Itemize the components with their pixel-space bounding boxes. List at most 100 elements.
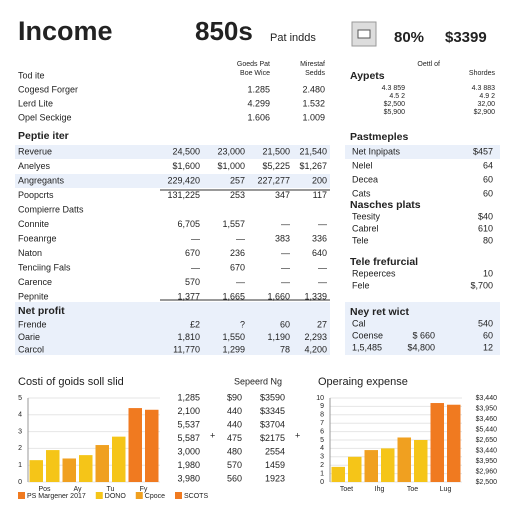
section-title: Net profit: [18, 305, 65, 317]
cell: —: [191, 233, 200, 243]
cell: Nelel: [352, 160, 373, 170]
cell: $3590: [260, 392, 285, 402]
cell: Cabrel: [352, 223, 379, 233]
cell: 1459: [265, 460, 285, 470]
cell: 2,100: [177, 406, 200, 416]
cell: 1,980: [177, 460, 200, 470]
cell: Connite: [18, 219, 49, 229]
cell: 257: [230, 175, 245, 185]
x-tick-label: Fy: [140, 486, 148, 493]
cell: 1.606: [247, 112, 270, 122]
cell: 24,500: [172, 146, 200, 156]
section-title: Aypets: [350, 70, 385, 82]
cell: 4.3 883: [472, 85, 495, 92]
y-tick-label: 0: [320, 479, 324, 486]
bar: [112, 436, 126, 482]
cell: $1,267: [299, 161, 327, 171]
cell: 1,377: [177, 291, 200, 301]
legend-label: PS Margener 2017: [27, 493, 86, 500]
cell: 64: [483, 160, 493, 170]
cell: Decea: [352, 174, 378, 184]
cell: 131,225: [167, 190, 200, 200]
cell: 1,285: [177, 392, 200, 402]
cell: 4,200: [304, 344, 327, 354]
bar: [397, 437, 411, 482]
cell: 6,705: [177, 219, 200, 229]
cell: 480: [227, 446, 242, 456]
cell: Cal: [352, 318, 366, 328]
x-tick-label: Pos: [38, 486, 51, 493]
cell: 236: [230, 248, 245, 258]
cell: 1.532: [302, 98, 325, 108]
cell: 11,770: [173, 344, 200, 354]
plus: +: [210, 430, 215, 440]
cell: $1,000: [217, 161, 245, 171]
chart-title: Costi of goids soll slid: [18, 376, 124, 388]
y-tick-label: 3: [320, 454, 324, 461]
cell: 640: [312, 248, 327, 258]
cell: 32,00: [477, 101, 495, 108]
cell: 60: [483, 188, 493, 198]
bar: [381, 448, 395, 482]
section-title: Peptie iter: [18, 130, 69, 142]
cell: 610: [478, 223, 493, 233]
cell: 253: [230, 190, 245, 200]
cell: 540: [478, 318, 493, 328]
cell: 4.9 2: [479, 93, 495, 100]
cell: 347: [275, 190, 290, 200]
cell: 383: [275, 233, 290, 243]
y-tick-label: 1: [320, 470, 324, 477]
y-tick-label: 5: [320, 437, 324, 444]
cell: 60: [483, 330, 493, 340]
section-title: Pastmeples: [350, 131, 409, 143]
amount: $3399: [445, 29, 487, 46]
bar: [331, 466, 345, 482]
cell: 200: [312, 175, 327, 185]
cell: Frende: [18, 319, 47, 329]
cell: —: [318, 219, 327, 229]
cell: Naton: [18, 248, 42, 258]
cell: Carence: [18, 277, 52, 287]
cell: Fele: [352, 280, 370, 290]
cell: 4.3 859: [382, 85, 405, 92]
table-title: Sepeerd Ng: [234, 376, 282, 386]
y-tick-label: 2: [18, 445, 22, 452]
y-tick-label: 4: [18, 412, 22, 419]
chart-title: Operaing expense: [318, 376, 408, 388]
cell: —: [236, 233, 245, 243]
y-tick-label: 2: [320, 462, 324, 469]
col-header: Shordes: [469, 70, 496, 77]
cell: Tenciing Fals: [18, 262, 71, 272]
row-band: [15, 174, 330, 188]
col-header: Boe Wice: [240, 70, 270, 77]
row-band: [15, 145, 330, 159]
cell: 2.480: [302, 84, 325, 94]
cell: ?: [240, 319, 245, 329]
cell: $ 660: [412, 330, 435, 340]
cell: $2,900: [474, 109, 496, 116]
section-title: Ney ret wict: [350, 306, 409, 318]
cell: $2,500: [384, 101, 406, 108]
bar: [430, 403, 444, 482]
cell: 475: [227, 433, 242, 443]
y-tick-label: 7: [320, 420, 324, 427]
cell: $90: [227, 392, 242, 402]
figure: 850s: [195, 16, 253, 46]
side-label: $3,950: [476, 405, 498, 412]
y-tick-label: 4: [320, 445, 324, 452]
col-header: Mirestaf: [300, 61, 325, 68]
legend-swatch: [175, 492, 182, 499]
title: Income: [18, 16, 113, 46]
side-label: $2,650: [476, 437, 498, 444]
cell: Repeerces: [352, 268, 396, 278]
cell: $4,800: [407, 342, 435, 352]
cell: —: [281, 248, 290, 258]
cell: 570: [185, 277, 200, 287]
x-tick-label: Lug: [440, 486, 452, 493]
bar: [46, 450, 60, 482]
cell: Cats: [352, 188, 371, 198]
cell: 1.285: [247, 84, 270, 94]
cell: $5,225: [262, 161, 290, 171]
cell: 1,660: [267, 291, 290, 301]
